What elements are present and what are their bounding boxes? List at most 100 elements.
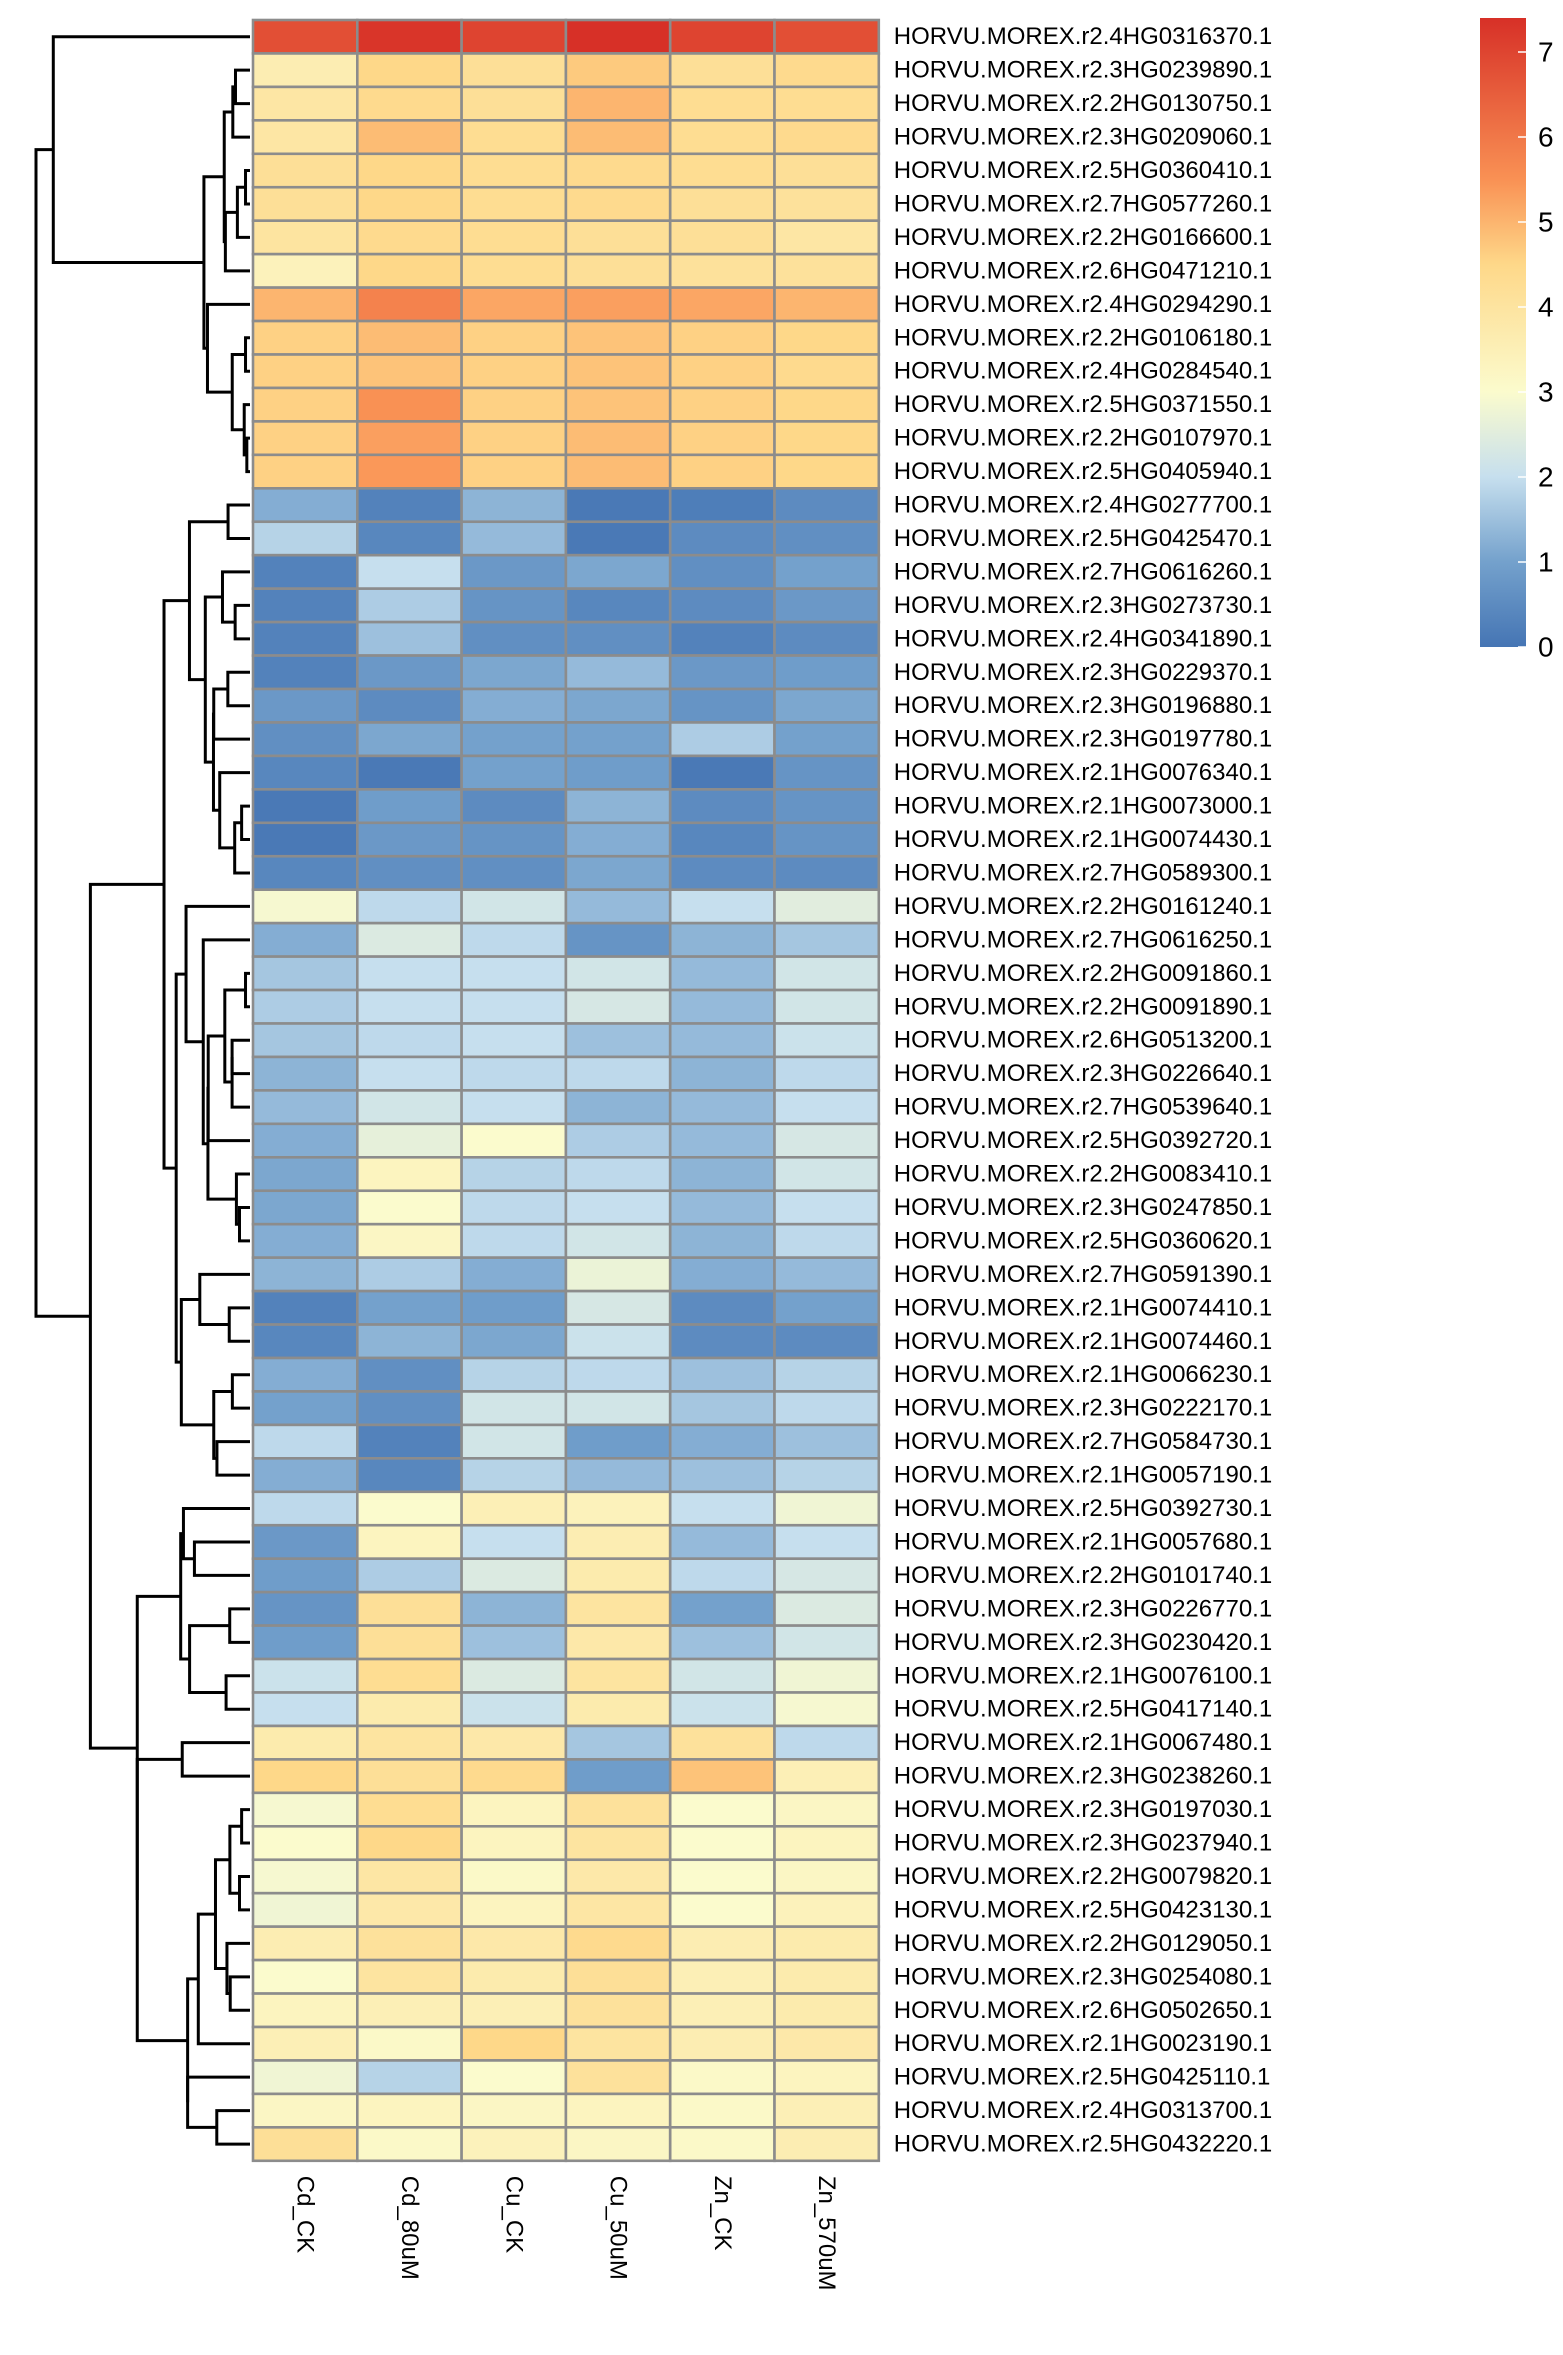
heatmap-cell [355,1891,463,1928]
dendrogram-branch [245,436,250,474]
heatmap-cell [460,1189,568,1226]
heatmap-cell [355,2059,463,2096]
heatmap-cell [773,1256,881,1293]
row-label: HORVU.MOREX.r2.6HG0513200.1 [894,1027,1272,1054]
row-label: HORVU.MOREX.r2.2HG0161240.1 [894,893,1272,920]
row-label: HORVU.MOREX.r2.2HG0166600.1 [894,224,1272,251]
heatmap-cell [668,353,776,390]
heatmap-cell [564,1022,672,1059]
dendrogram-branch [198,1272,250,1327]
heatmap-cell [251,1289,359,1326]
heatmap-cell [355,1323,463,1360]
heatmap-cell [460,1758,568,1795]
heatmap-cell [773,252,881,289]
row-label: HORVU.MOREX.r2.3HG0229370.1 [894,659,1272,686]
heatmap-cell [564,1256,672,1293]
heatmap-cell [668,988,776,1025]
heatmap-cell [668,453,776,490]
heatmap-cell [460,119,568,156]
heatmap-cell [355,1089,463,1126]
row-label: HORVU.MOREX.r2.5HG0423130.1 [894,1896,1272,1923]
heatmap-cell [773,1590,881,1627]
legend-tick-label: 3 [1538,377,1554,408]
heatmap-cell [564,1055,672,1092]
heatmap-cell [564,520,672,557]
row-label: HORVU.MOREX.r2.1HG0074410.1 [894,1294,1272,1321]
heatmap-cell [668,420,776,457]
heatmap-cell [773,453,881,490]
heatmap-cell [355,1523,463,1561]
row-label: HORVU.MOREX.r2.4HG0294290.1 [894,291,1272,318]
dendrogram-branch [230,353,246,432]
heatmap-cell [773,520,881,557]
heatmap-cell [668,955,776,992]
heatmap-cell [355,1657,463,1694]
row-label: HORVU.MOREX.r2.1HG0073000.1 [894,793,1272,820]
heatmap-cell [668,119,776,156]
heatmap-cells [251,18,881,2163]
row-label: HORVU.MOREX.r2.3HG0247850.1 [894,1194,1272,1221]
heatmap-cell [355,219,463,256]
row-label: HORVU.MOREX.r2.5HG0405940.1 [894,458,1272,485]
heatmap-cell [460,286,568,323]
heatmap-cell [251,1022,359,1059]
heatmap-cell [460,2059,568,2096]
row-label: HORVU.MOREX.r2.5HG0360620.1 [894,1227,1272,1254]
heatmap-cell [668,286,776,323]
heatmap-cell [355,620,463,657]
heatmap-cell [668,1189,776,1226]
heatmap-cell [460,219,568,256]
heatmap-cell [251,854,359,892]
heatmap-cell [564,1490,672,1527]
heatmap-cell [460,754,568,791]
heatmap-cell [668,185,776,223]
heatmap-cell [668,152,776,189]
heatmap-cell [668,2126,776,2163]
legend-ticks: 0 1 2 3 4 5 6 7 [1518,37,1554,663]
row-dendrogram [34,35,250,2146]
heatmap-cell [773,1122,881,1159]
dendrogram-branch [234,1172,250,1226]
heatmap-cell [251,85,359,122]
heatmap-cell [564,1122,672,1159]
heatmap-cell [564,1390,672,1427]
heatmap-cell [668,386,776,423]
heatmap-cell [251,1356,359,1393]
heatmap-cell [564,353,672,390]
heatmap-cell [460,1457,568,1494]
heatmap-cell [460,386,568,423]
heatmap-cell [668,1156,776,1193]
dendrogram-branch [235,185,250,239]
heatmap-cell [460,721,568,758]
heatmap-cell [564,620,672,657]
heatmap-cell [251,2092,359,2129]
row-label: HORVU.MOREX.r2.5HG0425110.1 [894,2064,1271,2091]
heatmap-cell [773,988,881,1025]
heatmap-cell [773,788,881,825]
dendrogram-branch [233,68,250,106]
heatmap-cell [251,1256,359,1293]
legend-tick-label: 5 [1538,207,1554,238]
dendrogram-branch [88,882,165,1750]
heatmap-cell [460,1289,568,1326]
heatmap-cell [668,2059,776,2096]
row-label: HORVU.MOREX.r2.3HG0197780.1 [894,726,1272,753]
dendrogram-branch [230,1038,250,1076]
row-label: HORVU.MOREX.r2.4HG0313700.1 [894,2097,1272,2124]
heatmap-cell [460,2126,568,2163]
heatmap-cell [460,1624,568,1661]
dendrogram-branch [201,938,250,1146]
heatmap-cell [355,319,463,356]
heatmap-cell [355,520,463,557]
heatmap-cell [355,1022,463,1059]
heatmap-cell [564,1925,672,1962]
row-label: HORVU.MOREX.r2.7HG0539640.1 [894,1094,1272,1121]
row-label: HORVU.MOREX.r2.6HG0502650.1 [894,1997,1272,2024]
heatmap-cell [355,553,463,590]
legend-tick-label: 7 [1538,37,1554,68]
heatmap-cell [773,1624,881,1661]
heatmap-cell [251,1089,359,1126]
dendrogram-branch [202,175,225,350]
heatmap-cell [668,520,776,557]
heatmap-cell [460,1156,568,1193]
